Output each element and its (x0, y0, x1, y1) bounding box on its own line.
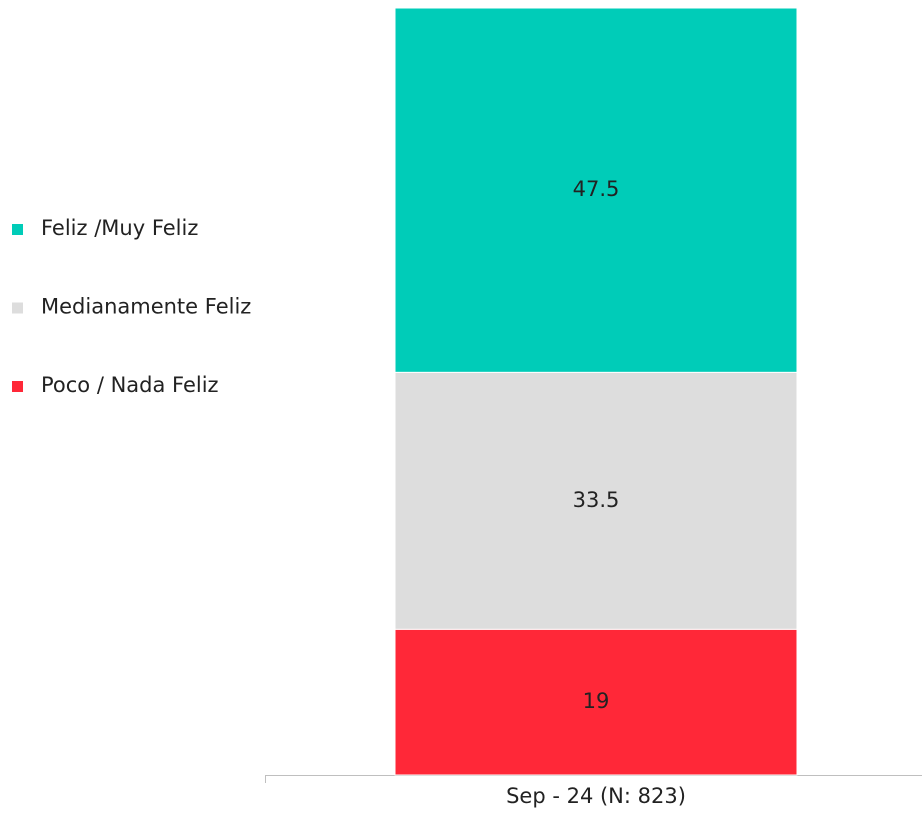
bar-segment (394, 628, 798, 776)
legend-label: Poco / Nada Feliz (41, 373, 219, 397)
legend-swatch (12, 224, 23, 235)
legend-label: Medianamente Feliz (41, 295, 251, 319)
data-label: 19 (583, 689, 610, 713)
x-tick-label: Sep - 24 (N: 823) (506, 784, 686, 808)
bar-segment (394, 371, 798, 630)
legend-label: Feliz /Muy Feliz (41, 216, 198, 240)
data-label: 47.5 (573, 177, 620, 201)
bar-segment (394, 7, 798, 373)
data-label: 33.5 (573, 488, 620, 512)
legend-swatch (12, 381, 23, 392)
legend-swatch (12, 302, 23, 314)
